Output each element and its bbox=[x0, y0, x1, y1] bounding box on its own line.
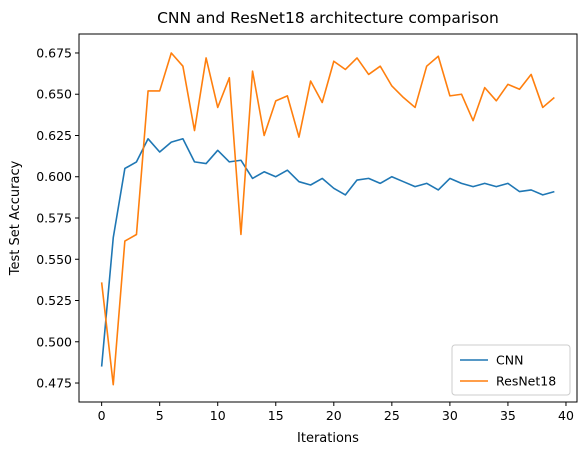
x-tick-label: 30 bbox=[442, 408, 458, 423]
y-tick-label: 0.600 bbox=[36, 169, 72, 184]
x-tick-label: 10 bbox=[210, 408, 226, 423]
y-tick-label: 0.500 bbox=[36, 334, 72, 349]
x-tick-label: 5 bbox=[156, 408, 164, 423]
y-axis-label: Test Set Accuracy bbox=[8, 160, 23, 276]
x-tick-label: 15 bbox=[268, 408, 284, 423]
legend-box bbox=[451, 344, 571, 396]
series-line-resnet18 bbox=[100, 52, 555, 386]
y-tick-label: 0.675 bbox=[36, 45, 72, 60]
plot-frame bbox=[78, 33, 578, 403]
y-tick-label: 0.475 bbox=[36, 376, 72, 391]
series-line-cnn bbox=[100, 137, 555, 367]
chart-title: CNN and ResNet18 architecture comparison bbox=[157, 9, 499, 27]
x-tick-label: 40 bbox=[558, 408, 574, 423]
x-tick-label: 35 bbox=[500, 408, 516, 423]
legend-label: ResNet18 bbox=[496, 374, 556, 389]
legend: CNN ResNet18 bbox=[451, 344, 571, 396]
x-tick-label: 0 bbox=[98, 408, 106, 423]
series-lines bbox=[100, 52, 555, 386]
y-tick-label: 0.550 bbox=[36, 252, 72, 267]
x-tick-label: 20 bbox=[326, 408, 342, 423]
y-tick-label: 0.650 bbox=[36, 87, 72, 102]
x-axis: 0 5 10 15 20 25 30 35 40 bbox=[98, 402, 574, 423]
legend-label: CNN bbox=[496, 353, 523, 368]
y-tick-label: 0.575 bbox=[36, 211, 72, 226]
y-tick-label: 0.525 bbox=[36, 293, 72, 308]
y-axis: 0.475 0.500 0.525 0.550 0.575 0.600 0.625 0.650… bbox=[36, 45, 79, 391]
x-axis-label: Iterations bbox=[297, 431, 359, 446]
y-tick-label: 0.625 bbox=[36, 128, 72, 143]
x-tick-label: 25 bbox=[384, 408, 400, 423]
